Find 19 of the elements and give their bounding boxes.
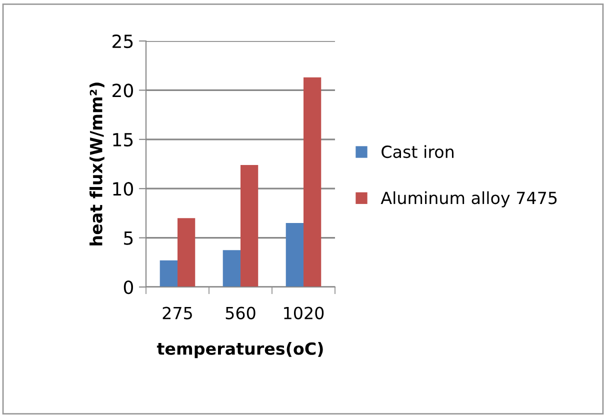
y-tick-label: 5 xyxy=(124,231,133,245)
y-tick-label: 15 xyxy=(113,133,133,147)
bar xyxy=(286,223,304,287)
y-tick-label: 20 xyxy=(112,84,133,98)
legend-label: Cast iron xyxy=(382,145,454,158)
x-tick-label: 275 xyxy=(162,306,192,320)
x-tick-label: 560 xyxy=(226,306,256,320)
x-axis-title: temperatures(oC) xyxy=(156,342,323,358)
bar xyxy=(304,77,322,287)
bar xyxy=(160,260,178,287)
y-axis-title: heat flux(W/mm²) xyxy=(90,82,104,246)
y-tick-label: 0 xyxy=(124,280,133,294)
bar xyxy=(222,250,240,287)
legend-label: Aluminum alloy 7475 xyxy=(380,191,557,208)
bar xyxy=(178,218,196,287)
bar xyxy=(240,164,258,287)
y-tick-label: 25 xyxy=(112,34,133,48)
y-tick-label: 10 xyxy=(113,182,133,196)
x-tick-label: 1020 xyxy=(284,306,324,320)
